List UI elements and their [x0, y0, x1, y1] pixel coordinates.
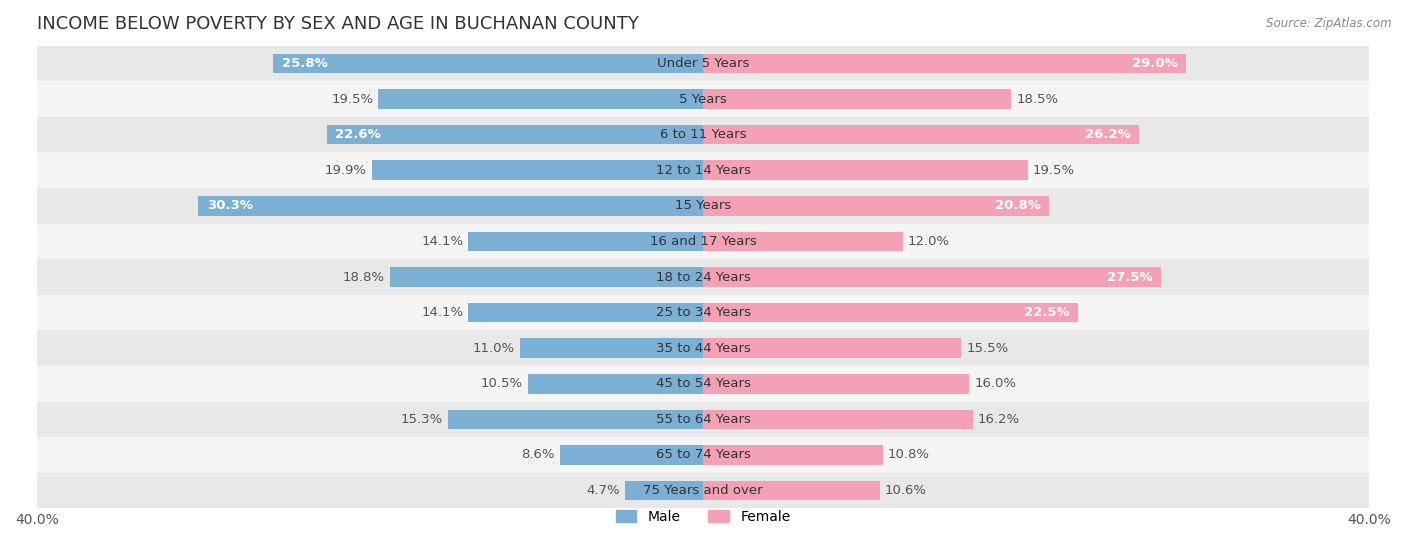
Text: 10.5%: 10.5% [481, 377, 523, 390]
Bar [703, 196, 1049, 216]
Text: 16.2%: 16.2% [977, 413, 1019, 426]
Text: Under 5 Years: Under 5 Years [657, 57, 749, 70]
Bar [37, 46, 1369, 81]
Text: 14.1%: 14.1% [420, 306, 463, 319]
Text: 6 to 11 Years: 6 to 11 Years [659, 128, 747, 141]
Bar [273, 54, 703, 73]
Bar [529, 374, 703, 394]
Bar [37, 295, 1369, 330]
Bar [703, 267, 1161, 287]
Bar [37, 259, 1369, 295]
Text: 19.9%: 19.9% [325, 164, 367, 177]
Text: 18.5%: 18.5% [1017, 93, 1059, 106]
Text: 25.8%: 25.8% [281, 57, 328, 70]
Text: 26.2%: 26.2% [1085, 128, 1130, 141]
Bar [468, 231, 703, 251]
Text: 22.6%: 22.6% [335, 128, 381, 141]
Text: 35 to 44 Years: 35 to 44 Years [655, 342, 751, 355]
Text: 20.8%: 20.8% [995, 200, 1040, 212]
Bar [703, 374, 970, 394]
Bar [624, 481, 703, 500]
Bar [37, 81, 1369, 117]
Text: 5 Years: 5 Years [679, 93, 727, 106]
Bar [37, 153, 1369, 188]
Bar [37, 366, 1369, 401]
Text: 15.5%: 15.5% [966, 342, 1008, 355]
Text: 10.6%: 10.6% [884, 484, 927, 497]
Bar [37, 401, 1369, 437]
Bar [371, 160, 703, 180]
Bar [37, 437, 1369, 473]
Text: 19.5%: 19.5% [332, 93, 373, 106]
Text: INCOME BELOW POVERTY BY SEX AND AGE IN BUCHANAN COUNTY: INCOME BELOW POVERTY BY SEX AND AGE IN B… [37, 15, 638, 33]
Text: 55 to 64 Years: 55 to 64 Years [655, 413, 751, 426]
Text: 14.1%: 14.1% [420, 235, 463, 248]
Text: 29.0%: 29.0% [1132, 57, 1178, 70]
Text: 12 to 14 Years: 12 to 14 Years [655, 164, 751, 177]
Text: 65 to 74 Years: 65 to 74 Years [655, 448, 751, 462]
Bar [37, 224, 1369, 259]
Bar [703, 445, 883, 465]
Text: 12.0%: 12.0% [908, 235, 950, 248]
Text: 30.3%: 30.3% [207, 200, 253, 212]
Bar [703, 125, 1139, 144]
Text: 16.0%: 16.0% [974, 377, 1017, 390]
Text: 19.5%: 19.5% [1033, 164, 1074, 177]
Bar [468, 303, 703, 323]
Text: 10.8%: 10.8% [887, 448, 929, 462]
Bar [37, 188, 1369, 224]
Text: 22.5%: 22.5% [1024, 306, 1070, 319]
Text: 45 to 54 Years: 45 to 54 Years [655, 377, 751, 390]
Bar [449, 410, 703, 429]
Bar [703, 303, 1077, 323]
Text: 18.8%: 18.8% [343, 271, 385, 283]
Bar [198, 196, 703, 216]
Bar [703, 410, 973, 429]
Bar [703, 481, 880, 500]
Text: 15.3%: 15.3% [401, 413, 443, 426]
Bar [37, 330, 1369, 366]
Bar [326, 125, 703, 144]
Bar [520, 338, 703, 358]
Text: 18 to 24 Years: 18 to 24 Years [655, 271, 751, 283]
Text: 4.7%: 4.7% [586, 484, 620, 497]
Bar [703, 338, 962, 358]
Bar [703, 231, 903, 251]
Text: 11.0%: 11.0% [472, 342, 515, 355]
Bar [37, 473, 1369, 508]
Text: 16 and 17 Years: 16 and 17 Years [650, 235, 756, 248]
Text: 25 to 34 Years: 25 to 34 Years [655, 306, 751, 319]
Text: Source: ZipAtlas.com: Source: ZipAtlas.com [1267, 17, 1392, 30]
Text: 15 Years: 15 Years [675, 200, 731, 212]
Text: 75 Years and over: 75 Years and over [643, 484, 763, 497]
Bar [703, 54, 1185, 73]
Bar [703, 89, 1011, 109]
Bar [703, 160, 1028, 180]
Bar [37, 117, 1369, 153]
Text: 27.5%: 27.5% [1107, 271, 1153, 283]
Bar [389, 267, 703, 287]
Text: 8.6%: 8.6% [522, 448, 555, 462]
Legend: Male, Female: Male, Female [610, 504, 796, 529]
Bar [560, 445, 703, 465]
Bar [378, 89, 703, 109]
